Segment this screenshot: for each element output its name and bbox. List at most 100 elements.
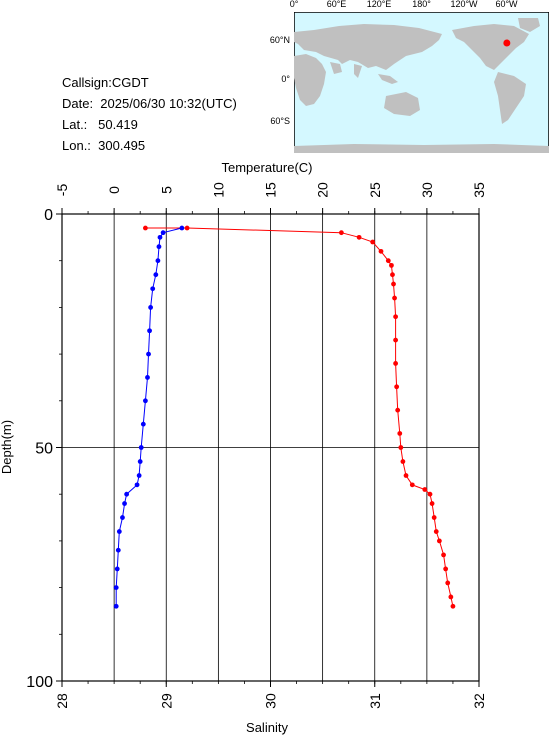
temperature-point (436, 538, 442, 544)
temperature-point (378, 248, 384, 254)
map-latitude-label: 60°N (269, 35, 290, 45)
temperature-tick-label: 10 (210, 182, 226, 198)
salinity-point (137, 459, 143, 464)
salinity-point (156, 244, 162, 250)
salinity-axis-title: Salinity (246, 720, 288, 735)
temperature-point (448, 594, 454, 600)
salinity-point (114, 566, 120, 572)
salinity-point (113, 603, 119, 609)
chart-series (113, 225, 456, 609)
temperature-point (427, 491, 433, 497)
salinity-point (157, 234, 163, 240)
temperature-point (143, 225, 148, 231)
temperature-point (398, 445, 404, 450)
temperature-point (392, 295, 397, 301)
latitude-text: Lat.: 50.419 (62, 117, 138, 132)
station-info: Callsign:CGDT Date: 2025/06/30 10:32(UTC… (62, 72, 237, 156)
temperature-tick-label: 0 (106, 186, 122, 194)
salinity-point (153, 272, 159, 278)
salinity-point (124, 491, 130, 497)
salinity-tick-label: 32 (471, 693, 487, 709)
temperature-point (441, 552, 446, 558)
temperature-point (429, 501, 435, 506)
salinity-line (115, 227, 183, 607)
map-longitude-label: 0° (289, 0, 299, 9)
depth-tick-label: 100 (26, 674, 53, 691)
temperature-point (422, 487, 428, 492)
longitude-text: Lon.: 300.495 (62, 138, 146, 153)
temperature-point (403, 473, 409, 478)
salinity-point (120, 515, 125, 520)
salinity-point (122, 501, 127, 506)
temperature-point (431, 515, 437, 520)
temperature-point (385, 258, 391, 264)
salinity-point (115, 547, 121, 553)
temperature-tick-label: -5 (54, 184, 70, 197)
salinity-tick-label: 30 (263, 693, 279, 709)
temperature-point (184, 225, 190, 231)
callsign-text: Callsign:CGDT (62, 75, 149, 90)
salinity-tick-label: 28 (54, 693, 70, 709)
map-latitude-label: 0° (281, 74, 290, 84)
salinity-point (150, 286, 156, 292)
map-longitude-label: 60°W (495, 0, 518, 9)
salinity-point (143, 398, 148, 404)
map-latitude-label: 60°S (270, 116, 290, 126)
temperature-point (394, 384, 400, 390)
depth-axis-title: Depth(m) (0, 420, 14, 474)
temperature-point (391, 281, 396, 287)
salinity-point (113, 585, 119, 590)
temperature-point (393, 337, 398, 343)
salinity-tick-label: 29 (158, 693, 174, 709)
temperature-point (356, 234, 362, 240)
temperature-tick-label: 35 (471, 182, 487, 198)
date-text: Date: 2025/06/30 10:32(UTC) (62, 96, 237, 111)
chart-grid (62, 214, 479, 681)
map-longitude-label: 120°W (450, 0, 478, 9)
temperature-point (443, 566, 449, 572)
temperature-point (395, 407, 401, 413)
temperature-point (393, 314, 398, 320)
temperature-tick-label: 20 (315, 182, 331, 198)
map-longitude-label: 120°E (366, 0, 392, 9)
salinity-point (160, 230, 166, 236)
location-map: 0° 60°E 120°E 180° 120°W 60°W 60°N 0° 60°S (270, 0, 550, 154)
salinity-point (146, 351, 151, 357)
temperature-point (338, 230, 344, 236)
salinity-point (140, 421, 146, 427)
salinity-point (116, 529, 122, 534)
temperature-point (397, 431, 403, 436)
salinity-point (136, 473, 142, 478)
depth-tick-label: 50 (35, 441, 53, 458)
station-marker (503, 39, 511, 47)
temperature-point (390, 272, 395, 278)
temperature-point (393, 361, 398, 366)
salinity-point (134, 482, 140, 488)
map-longitude-label: 180° (412, 0, 431, 9)
temperature-point (400, 459, 406, 464)
temperature-axis-title: Temperature(C) (221, 160, 312, 175)
salinity-point (179, 225, 185, 231)
temperature-point (409, 482, 415, 488)
temperature-tick-label: 30 (419, 182, 435, 198)
temperature-tick-label: 5 (158, 186, 174, 194)
temperature-line (145, 227, 454, 607)
map-longitude-label: 60°E (326, 0, 347, 9)
salinity-point (147, 328, 152, 334)
salinity-point (155, 258, 161, 264)
temperature-point (450, 603, 456, 609)
salinity-point (145, 375, 150, 380)
depth-tick-label: 0 (44, 207, 53, 224)
salinity-point (148, 305, 154, 310)
temperature-point (445, 580, 451, 586)
salinity-point (138, 445, 144, 450)
temperature-tick-label: 15 (263, 182, 279, 198)
temperature-tick-label: 25 (367, 182, 383, 198)
map-land (294, 18, 549, 153)
temperature-point (389, 262, 394, 268)
temperature-point (433, 529, 439, 534)
temperature-point (370, 239, 376, 245)
salinity-tick-label: 31 (367, 693, 383, 709)
